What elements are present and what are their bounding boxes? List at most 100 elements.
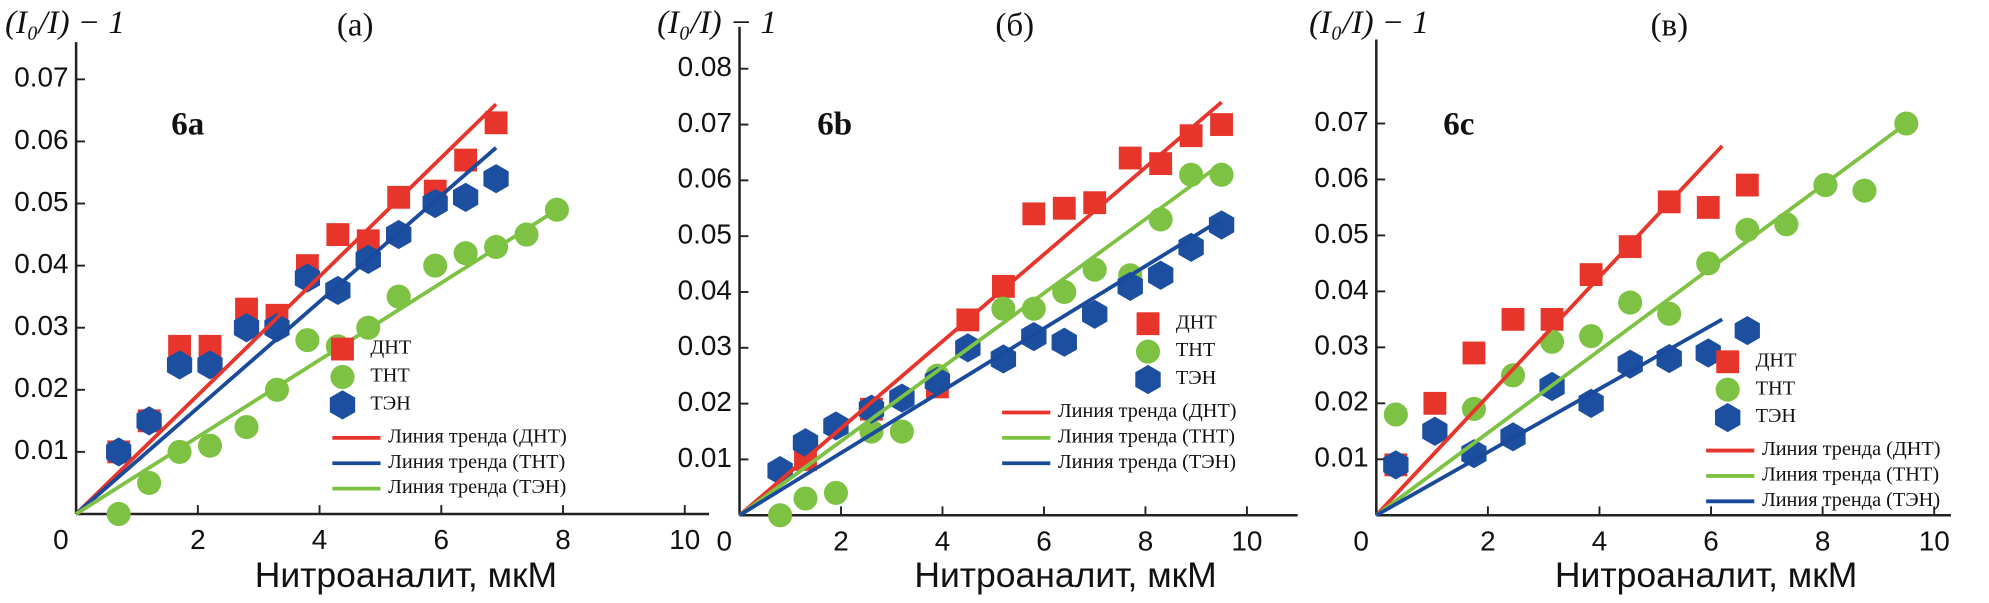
trend-line [1374,144,1724,517]
marker-circle [823,480,848,505]
marker-square [198,334,222,358]
marker-hexagon [1617,349,1643,379]
marker-circle [197,433,223,458]
legend-label: Линия тренда (ТНТ) [1058,426,1235,448]
marker-square [1118,146,1142,170]
trend-line [74,102,498,516]
marker-square [235,297,258,321]
marker-circle [1774,212,1799,237]
marker-hexagon [792,428,819,458]
legend-label: Линия тренда (ДНТ) [1058,400,1237,422]
marker-hexagon [197,350,223,380]
legend-label: ТНТ [1756,377,1796,399]
marker-circle [234,414,259,440]
marker-square [1179,124,1203,148]
x-tick-label: 4 [312,524,328,555]
marker-circle [453,241,478,266]
marker-hexagon [823,411,849,441]
y-tick-label: 0.01 [14,434,68,465]
marker-circle [1852,178,1877,203]
marker-hexagon [1135,364,1161,395]
x-tick-label: 8 [1815,526,1831,557]
marker-circle [1148,207,1173,232]
x-axis-label: Нитроаналит, мкМ [914,555,1216,595]
inset-label: 6b [817,107,852,143]
y-tick-label: 0.06 [678,163,732,194]
legend-label: ТЭН [1176,367,1217,389]
trend-line [738,217,1223,517]
y-tick-label: 0.04 [14,248,68,279]
y-tick-label: 0.07 [678,107,732,138]
x-axis-label: Нитроаналит, мкМ [1555,555,1857,595]
legend-label: Линия тренда (ДНТ) [1762,438,1941,460]
marker-circle [1135,339,1161,364]
x-tick-label: 10 [1919,526,1950,557]
marker-hexagon [1422,416,1448,446]
panel-label: (а) [337,8,374,44]
y-tick-label: 0.07 [14,62,68,93]
marker-hexagon [166,350,193,380]
marker-circle [889,419,914,444]
x-tick-label: 2 [833,526,849,557]
marker-circle [1696,251,1721,276]
y-tick-label: 0.02 [1314,386,1368,417]
marker-square [1501,307,1525,331]
marker-square [1052,196,1076,220]
marker-circle [793,486,818,511]
marker-circle [1179,162,1204,187]
y-tick-label: 0.07 [1314,106,1368,137]
marker-circle [1579,324,1604,349]
marker-circle [1209,162,1234,187]
x-tick-label: 10 [1231,526,1262,557]
legend-label: ДНТ [370,337,411,359]
legend-label: Линия тренда (ДНТ) [388,426,567,448]
marker-hexagon [325,275,351,306]
marker-circle [330,364,355,390]
marker-hexagon [1695,338,1721,368]
marker-hexagon [294,263,321,293]
x-tick-label: 2 [1480,526,1496,557]
x-tick-label: 0 [717,526,733,557]
legend-label: Линия тренда (ТНТ) [388,451,565,473]
marker-circle [768,503,793,528]
legend-label: ДНТ [1756,349,1797,371]
y-axis-label: (I₀/I) − 1 [5,5,125,41]
trend-line [738,100,1223,517]
trend-line [1375,317,1724,517]
y-tick-label: 0.08 [678,51,732,82]
marker-hexagon [136,406,162,436]
marker-square [1210,113,1233,136]
marker-square [168,334,191,358]
marker-circle [1735,217,1760,242]
y-tick-label: 0.04 [678,274,732,305]
y-tick-label: 0.01 [678,442,732,473]
marker-hexagon [1734,315,1760,346]
marker-hexagon [1383,450,1409,480]
marker-square [1696,196,1720,219]
x-tick-label: 4 [935,526,951,557]
marker-square [1022,202,1046,226]
x-tick-label: 8 [1138,526,1154,557]
marker-circle [1715,377,1740,402]
x-tick-label: 4 [1592,526,1608,557]
marker-circle [1052,279,1077,305]
marker-square [326,223,350,246]
y-tick-label: 0.05 [678,219,732,250]
marker-square [331,337,354,361]
marker-hexagon [1082,299,1108,329]
marker-square [1423,391,1447,415]
marker-circle [1500,363,1526,388]
legend-label: ДНТ [1176,311,1217,333]
legend-label: ТНТ [370,365,410,387]
legend-label: ТЭН [1756,405,1797,427]
y-tick-label: 0.03 [678,330,732,361]
y-tick-label: 0.03 [1314,330,1368,361]
marker-circle [1540,329,1565,354]
marker-circle [991,296,1016,321]
legend-label: Линия тренда (ТЭН) [388,476,566,498]
panel-label: (б) [995,8,1034,44]
marker-hexagon [233,313,260,343]
marker-circle [514,222,539,247]
marker-square [484,111,508,135]
